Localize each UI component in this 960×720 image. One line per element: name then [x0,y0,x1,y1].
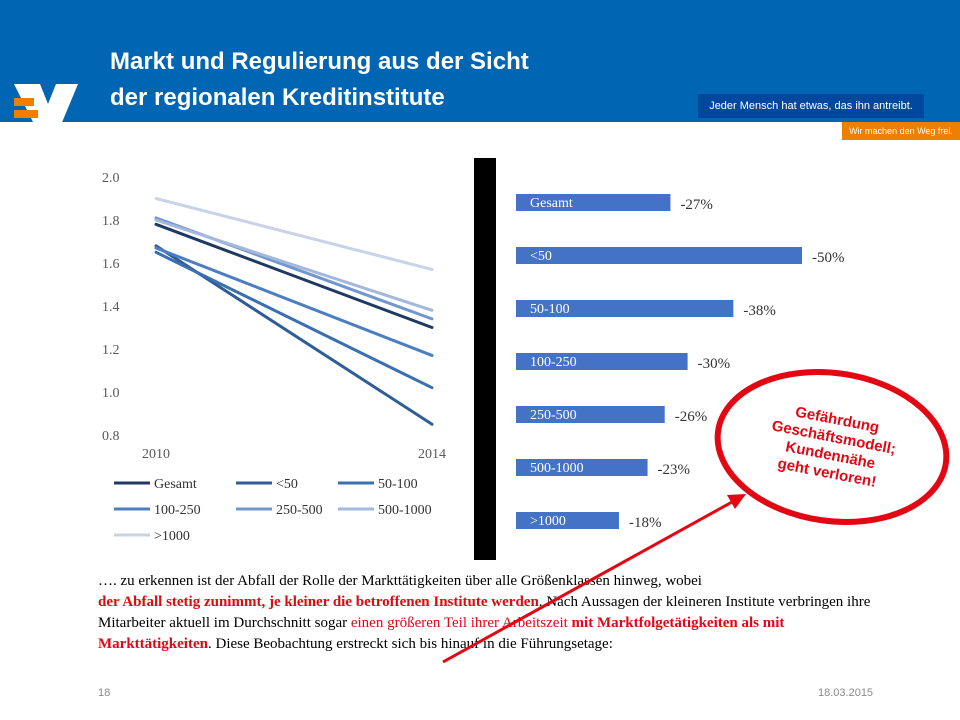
legend-label: Gesamt [154,477,197,492]
legend-label: >1000 [154,529,190,544]
legend-label: 50-100 [378,477,418,492]
bar-category-label: 250-500 [530,408,577,423]
bar [516,247,802,264]
line-chart: 2.0 1.8 1.6 1.4 1.2 1.0 0.8 2010 2014 Gesamt <50 50… [102,171,446,544]
slogan-secondary: Wir machen den Weg frei. [842,122,960,140]
title-line-1: Markt und Regulierung aus der Sicht [110,48,529,75]
legend-label: 500-1000 [378,503,432,518]
body-text-highlight-1: der Abfall stetig zunimmt, je kleiner di… [98,594,539,610]
bar [516,406,665,423]
bar-category-label: >1000 [530,514,566,529]
series-line [154,222,434,329]
x-tick-label: 2010 [142,447,170,462]
body-paragraph: …. zu erkennen ist der Abfall der Rolle … [98,571,898,655]
y-tick-label: 1.0 [102,386,120,401]
title-line-2: der regionalen Kreditinstitute [110,84,445,111]
bar-value-label: -38% [743,303,776,319]
y-tick-label: 1.6 [102,257,120,272]
slide-title: Markt und Regulierung aus der Sicht der … [110,44,529,116]
body-text-highlight-2: einen größeren Teil ihrer Arbeitszeit [350,615,568,631]
bank-logo [14,84,78,132]
legend-label: 250-500 [276,503,323,518]
bar-value-label: -18% [629,515,662,531]
legend-label: 100-250 [154,503,201,518]
series-line [154,246,434,357]
y-tick-label: 1.8 [102,214,120,229]
slide-date: 18.03.2015 [818,687,874,699]
slogan: Jeder Mensch hat etwas, das ihn antreibt… [698,94,924,118]
bar-category-label: 500-1000 [530,461,584,476]
y-tick-label: 2.0 [102,171,120,186]
series-line [154,218,434,312]
bar [516,353,688,370]
y-tick-label: 0.8 [102,429,120,444]
bar-category-label: 50-100 [530,302,570,317]
bar-category-label: <50 [530,249,552,264]
x-tick-label: 2014 [418,447,446,462]
series-line [154,250,434,390]
bar-chart: Gesamt -27% <50 -50% 50-100 -38% 100-250 -30% 25… [516,194,845,531]
body-text-1: …. zu erkennen ist der Abfall der Rolle … [98,573,702,589]
bar [516,459,648,476]
bar-value-label: -26% [675,409,708,425]
bar-category-label: Gesamt [530,196,573,211]
y-tick-label: 1.2 [102,343,120,358]
series-line [154,197,434,271]
chart-divider [474,158,496,560]
bar [516,194,671,211]
bar-value-label: -23% [658,462,691,478]
page-number: 18 [98,687,111,699]
bar-value-label: -30% [698,356,731,372]
bar-value-label: -50% [812,250,845,266]
y-tick-label: 1.4 [102,300,120,315]
legend-label: <50 [276,477,298,492]
bar-category-label: 100-250 [530,355,577,370]
bar [516,300,734,317]
body-text-7: . Diese Beobachtung erstreckt sich bis h… [207,636,613,652]
bar-value-label: -27% [680,197,713,213]
